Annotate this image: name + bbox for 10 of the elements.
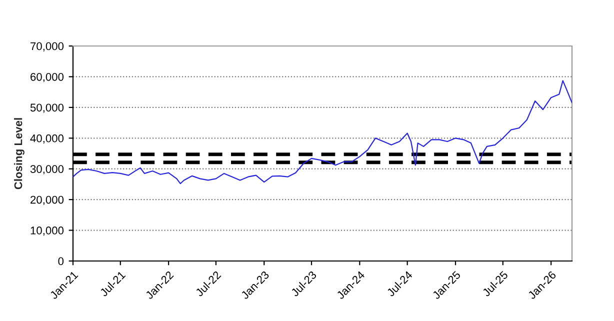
y-tick-label: 70,000 <box>30 42 64 52</box>
y-tick-label: 60,000 <box>30 72 64 82</box>
y-tick-label: 0 <box>58 257 64 266</box>
y-tick-label: 30,000 <box>30 165 64 174</box>
y-tick-label: 50,000 <box>30 104 64 113</box>
y-tick-label: 20,000 <box>30 196 64 206</box>
y-tick-label: 40,000 <box>30 134 64 144</box>
y-tick-label: 10,000 <box>30 226 64 236</box>
y-axis-title: Closing Level <box>14 118 24 190</box>
line-series <box>73 80 572 184</box>
